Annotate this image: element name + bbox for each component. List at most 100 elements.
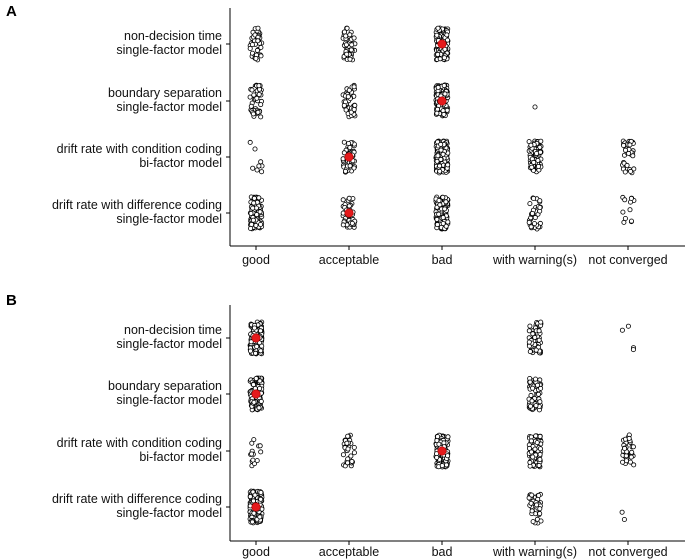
data-point [342, 168, 348, 174]
mean-point [437, 446, 447, 456]
data-point [249, 42, 255, 48]
point-cluster [526, 195, 543, 232]
data-point [250, 205, 256, 211]
data-point [438, 156, 444, 162]
data-point [258, 489, 264, 495]
data-point [534, 502, 540, 508]
mean-point [344, 208, 354, 218]
data-point [434, 454, 440, 460]
data-point [434, 110, 440, 116]
data-point [351, 165, 357, 171]
data-point [254, 212, 260, 218]
data-point [444, 37, 450, 43]
point-cluster [619, 509, 627, 523]
data-point [626, 435, 632, 441]
point-cluster [433, 432, 451, 470]
point-cluster [247, 25, 265, 63]
point-cluster [526, 375, 544, 413]
data-point [345, 460, 351, 466]
data-point [527, 323, 533, 329]
point-cluster [433, 138, 451, 176]
data-point [527, 379, 533, 385]
x-tick-label: with warning(s) [492, 545, 577, 559]
data-point [526, 219, 532, 225]
y-tick-label: non-decision time single-factor model [116, 323, 222, 351]
data-point [248, 103, 254, 109]
data-point [440, 215, 446, 221]
y-tick-label: drift rate with difference coding single-… [52, 198, 222, 226]
data-point [528, 142, 534, 148]
data-point [340, 222, 346, 228]
x-tick-label: with warning(s) [492, 253, 577, 267]
point-cluster [247, 375, 265, 413]
data-point [346, 203, 352, 209]
point-cluster [526, 319, 544, 356]
x-tick-label: acceptable [319, 253, 380, 267]
data-point [624, 458, 630, 464]
data-point [626, 150, 632, 156]
mean-point [251, 502, 261, 512]
data-point [629, 218, 635, 224]
data-point [348, 453, 354, 459]
data-point [445, 219, 451, 225]
data-point [631, 462, 637, 468]
x-tick-label: good [242, 253, 270, 267]
data-point [347, 144, 353, 150]
data-point [537, 446, 543, 452]
data-point [254, 344, 260, 350]
data-point [345, 433, 351, 439]
point-cluster [247, 82, 264, 120]
data-point [249, 519, 255, 525]
data-point [341, 150, 347, 156]
data-point [623, 453, 629, 459]
data-point [438, 147, 444, 153]
data-point [536, 492, 542, 498]
data-point [251, 325, 257, 331]
point-cluster [340, 195, 358, 230]
point-cluster [526, 138, 544, 175]
data-point [530, 385, 536, 391]
data-point [527, 349, 533, 355]
data-point [440, 194, 446, 200]
data-point [255, 25, 261, 31]
data-point [340, 452, 346, 458]
data-point [537, 456, 543, 462]
data-point [628, 195, 634, 201]
data-point [346, 140, 352, 146]
data-point [537, 506, 543, 512]
data-point [340, 197, 346, 203]
data-point [534, 440, 540, 446]
data-point [345, 94, 351, 100]
data-point [442, 91, 448, 97]
data-point [259, 169, 265, 175]
data-point [351, 450, 357, 456]
data-point [440, 151, 446, 157]
panel-label: B [6, 292, 17, 309]
data-point [536, 462, 542, 468]
data-point [256, 163, 262, 169]
data-point [630, 444, 636, 450]
data-point [248, 225, 254, 231]
x-tick-label: good [242, 545, 270, 559]
data-point [343, 33, 349, 39]
data-point [258, 348, 264, 354]
data-point [249, 440, 255, 446]
data-point [526, 328, 532, 334]
data-point [254, 167, 260, 173]
mean-point [437, 39, 447, 49]
data-point [622, 197, 628, 203]
data-point [528, 403, 534, 409]
data-point [629, 449, 635, 455]
point-cluster [619, 323, 637, 353]
data-point [628, 454, 634, 460]
point-cluster [526, 491, 544, 526]
data-point [256, 92, 262, 98]
data-point [535, 157, 541, 163]
data-point [253, 375, 259, 381]
mean-point [251, 333, 261, 343]
data-point [438, 141, 444, 147]
data-point [341, 139, 347, 145]
y-tick-label: drift rate with condition coding bi-facto… [57, 142, 222, 170]
